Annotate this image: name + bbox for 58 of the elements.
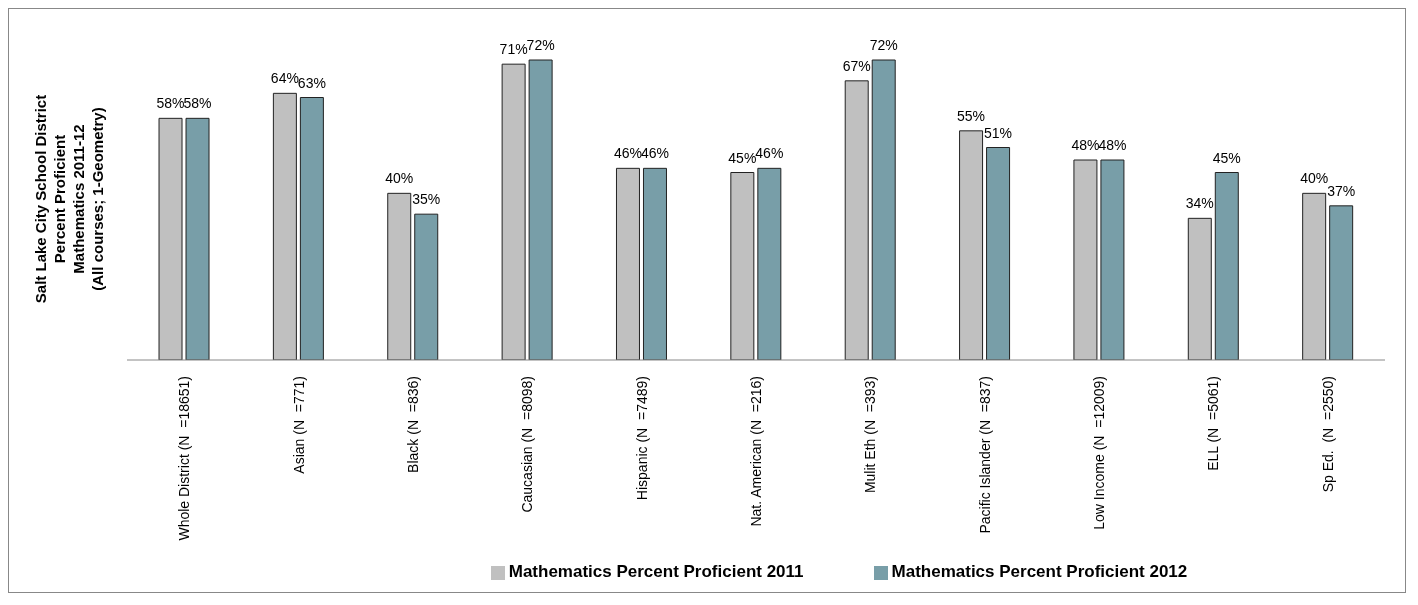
bar <box>642 167 667 360</box>
bar <box>414 213 439 360</box>
x-tick-label: Sp Ed. (N =2550) <box>1319 376 1336 493</box>
x-tick-label: Pacific Islander (N =837) <box>976 376 993 534</box>
data-label: 58% <box>156 95 185 112</box>
bar <box>757 167 782 360</box>
data-label: 48% <box>1071 137 1100 153</box>
bar <box>844 80 869 360</box>
data-label: 48% <box>1098 137 1127 153</box>
bar <box>1329 205 1354 360</box>
data-label: 64% <box>270 70 299 87</box>
bar <box>272 92 297 360</box>
x-tick-label: Whole District (N =18651) <box>176 376 193 541</box>
data-label: 72% <box>526 37 555 53</box>
y-axis-title: Salt Lake City School District Percent Proficient Mathematics 2011-12 (All courses; 1-Geometry) <box>31 93 107 306</box>
x-tick-label: Black (N =836) <box>404 376 421 473</box>
data-label: 45% <box>728 149 757 166</box>
bar <box>986 147 1011 360</box>
bar <box>1100 159 1125 360</box>
x-tick-label: Nat. American (N =216) <box>748 376 764 527</box>
data-label: 40% <box>385 170 414 187</box>
bar <box>1302 192 1327 360</box>
data-label: 37% <box>1327 182 1356 199</box>
data-label: 46% <box>755 145 784 162</box>
bar <box>158 117 183 360</box>
data-label: 46% <box>613 145 642 162</box>
bar <box>615 167 640 360</box>
x-tick-label: Low Income (N =12009) <box>1091 376 1108 530</box>
data-label: 46% <box>640 145 669 162</box>
data-label: 34% <box>1185 195 1214 212</box>
x-tick-label: ELL (N =5061) <box>1205 376 1222 471</box>
bar <box>730 172 755 360</box>
data-label: 58% <box>183 95 212 112</box>
data-label: 35% <box>412 191 441 208</box>
bar <box>387 192 412 360</box>
data-label: 51% <box>984 124 1013 141</box>
data-label: 67% <box>842 57 871 74</box>
data-label: 45% <box>1212 149 1241 166</box>
data-label: 55% <box>957 107 986 124</box>
data-label: 40% <box>1300 170 1329 187</box>
bar <box>871 59 896 360</box>
bar <box>299 97 324 360</box>
x-tick-label: Hispanic (N =7489) <box>633 376 650 501</box>
legend-label: Mathematics Percent Proficient 2011 <box>508 562 804 581</box>
legend-label: Mathematics Percent Proficient 2012 <box>891 562 1188 581</box>
x-tick-label: Caucasian (N =8098) <box>519 376 536 513</box>
data-label: 63% <box>297 74 326 91</box>
bar <box>1214 172 1239 360</box>
bar <box>185 117 210 360</box>
bar <box>528 59 553 360</box>
bar <box>1187 217 1212 360</box>
bar <box>1073 159 1098 360</box>
x-tick-label: Asian (N =771) <box>290 376 307 474</box>
bar <box>501 63 526 360</box>
bar <box>959 130 984 360</box>
x-tick-label: Mulit Eth (N =393) <box>862 376 879 494</box>
data-label: 71% <box>499 41 528 58</box>
data-label: 72% <box>869 37 898 53</box>
